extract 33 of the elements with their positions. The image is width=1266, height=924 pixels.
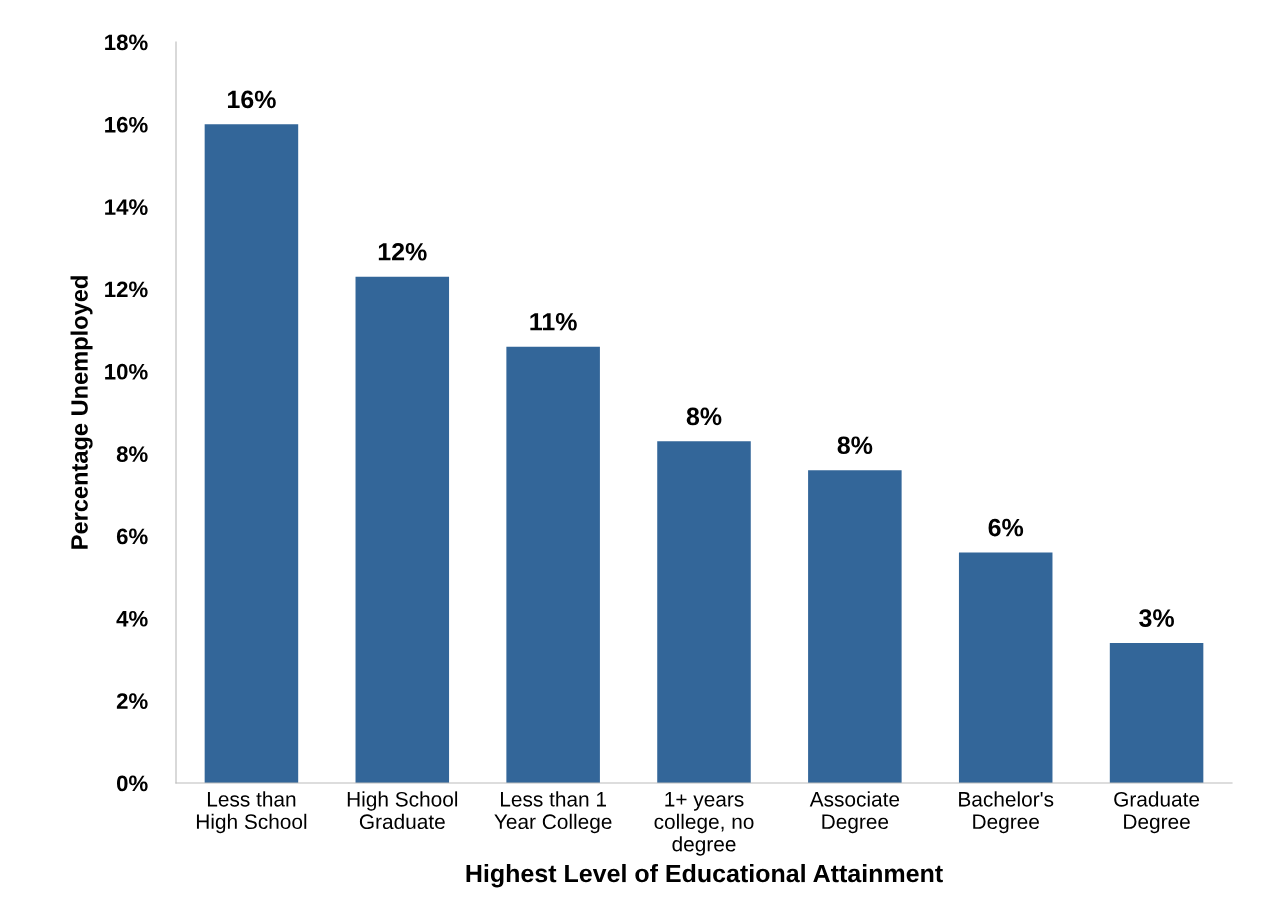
data-label: 16% (227, 90, 276, 109)
data-label: 12% (378, 242, 427, 261)
data-label: 8% (686, 407, 722, 426)
bar (808, 470, 902, 783)
y-axis-title: Percentage Unemployed (70, 276, 93, 549)
x-tick-label: Less than High School (196, 791, 307, 834)
y-tick-label: 10% (105, 363, 148, 380)
bar (355, 276, 450, 783)
x-tick-label: Bachelor's Degree (959, 791, 1054, 834)
y-tick-label: 8% (116, 446, 148, 462)
bar (506, 346, 600, 783)
y-tick-label: 4% (116, 610, 148, 627)
y-tick-label: 16% (105, 116, 148, 133)
x-tick-label: 1+ years college, no degree (654, 792, 754, 856)
y-tick-label: 18% (105, 34, 148, 51)
y-tick-label: 2% (116, 693, 148, 709)
y-tick-label: 0% (116, 775, 148, 792)
bar (1109, 643, 1204, 783)
y-tick-label: 12% (105, 281, 148, 298)
bar (204, 124, 299, 783)
data-label: 6% (988, 518, 1024, 537)
data-label: 8% (837, 436, 873, 455)
data-label: 3% (1139, 609, 1174, 628)
x-tick-label: High School Graduate (347, 791, 458, 830)
x-axis-title: Highest Level of Educational Attainment (466, 863, 943, 888)
data-label: 11% (530, 312, 577, 331)
bar (958, 552, 1053, 783)
bar (657, 441, 751, 783)
x-tick-label: Less than 1 Year College (494, 791, 612, 834)
x-tick-label: Graduate Degree (1114, 791, 1200, 834)
y-tick-label: 14% (105, 199, 148, 215)
y-tick-label: 6% (116, 528, 148, 545)
x-tick-label: Associate Degree (809, 791, 900, 834)
